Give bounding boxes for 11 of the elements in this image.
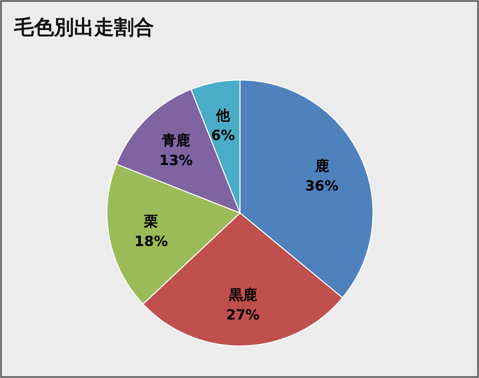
data-label: 27% <box>226 307 260 324</box>
chart-title: 毛色別出走割合 <box>13 15 154 39</box>
slice-label: 黒鹿 <box>228 286 257 304</box>
data-label: 36% <box>305 178 339 194</box>
slice-label: 栗 <box>143 214 158 230</box>
slice-label: 鹿 <box>314 157 329 174</box>
data-label: 18% <box>134 234 168 250</box>
slice-label: 他 <box>215 108 232 124</box>
data-label: 13% <box>159 153 193 170</box>
data-label: 6% <box>211 128 235 144</box>
slice-label: 青鹿 <box>161 132 190 150</box>
